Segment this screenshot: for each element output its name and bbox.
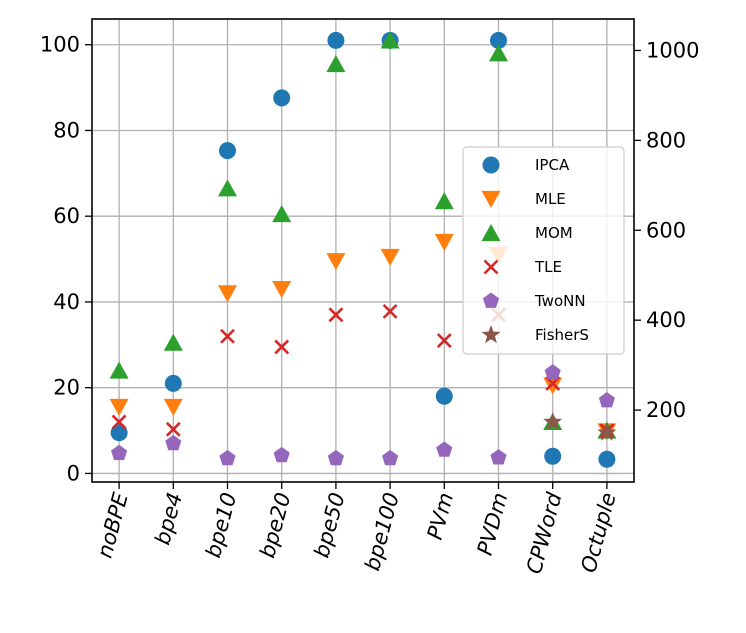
data-point-ipca [164, 374, 182, 392]
data-point-mom [272, 205, 292, 223]
data-point-mom [434, 192, 454, 210]
x-tick-label: CPWord [522, 489, 567, 576]
data-point-tle [165, 421, 181, 437]
y-tick-label: 100 [40, 33, 80, 57]
series-fishers [543, 411, 617, 441]
data-point-mom [109, 361, 129, 379]
y-axis-left: 0 20 40 60 80 100 [40, 33, 92, 485]
data-point-ipca [544, 447, 562, 465]
data-point-twonn [382, 449, 399, 466]
x-tick-label: bpe20 [255, 490, 295, 560]
legend: IPCA MLE MOM TLE TwoNN FisherS [462, 146, 625, 355]
y2-tick-label: 800 [646, 128, 686, 152]
plot-frame [91, 18, 635, 483]
x-tick-label: bpe50 [309, 490, 349, 560]
legend-box [462, 146, 625, 355]
legend-label: FisherS [535, 326, 589, 344]
legend-label: MOM [535, 224, 573, 242]
data-point-tle [436, 333, 452, 348]
data-point-tle [382, 303, 398, 319]
data-point-mle [326, 253, 346, 271]
legend-label: TwoNN [534, 292, 586, 310]
data-point-twonn [219, 449, 236, 466]
y-tick-label: 40 [53, 290, 80, 314]
data-point-mom [163, 333, 183, 351]
y-tick-label: 20 [53, 376, 80, 400]
data-point-ipca [490, 31, 507, 49]
y2-tick-label: 200 [646, 398, 686, 422]
data-point-mle [543, 377, 563, 395]
legend-label: MLE [535, 190, 566, 208]
data-point-ipca [327, 31, 345, 49]
data-point-ipca [273, 89, 291, 107]
legend-marker-ipca [482, 156, 500, 174]
data-point-mom [326, 54, 346, 73]
y-tick-label: 80 [53, 118, 80, 142]
y-axis-right: 200 400 600 800 1000 [634, 38, 699, 422]
series-twonn [111, 364, 615, 466]
data-point-ipca [435, 387, 453, 405]
x-axis: noBPE bpe4 bpe10 bpe20 bpe50 bpe100 PVm PVDm CPW… [93, 482, 621, 576]
data-point-mle [109, 398, 129, 417]
x-tick-label: bpe4 [150, 490, 187, 547]
y2-tick-label: 400 [646, 308, 686, 332]
data-point-mle [218, 285, 237, 303]
data-point-ipca [110, 424, 128, 442]
data-point-mle [380, 248, 400, 266]
data-point-twonn [165, 434, 182, 451]
y-tick-label: 60 [53, 204, 80, 228]
data-point-tle [274, 339, 290, 355]
legend-marker-tle [483, 259, 499, 275]
data-point-tle [328, 307, 344, 323]
x-tick-label: noBPE [93, 489, 134, 560]
data-point-fishers [597, 422, 617, 441]
data-point-twonn [273, 446, 290, 463]
data-point-fishers [543, 411, 563, 431]
legend-label: TLE [534, 258, 562, 276]
data-point-tle [111, 414, 127, 430]
data-point-twonn [490, 449, 507, 465]
data-point-twonn [598, 392, 615, 408]
data-point-twonn [436, 441, 453, 457]
data-point-tle [220, 328, 235, 344]
y2-tick-label: 600 [646, 218, 686, 242]
data-point-mom [218, 179, 237, 197]
data-marks [109, 31, 617, 468]
data-point-ipca [598, 450, 616, 468]
data-point-ipca [219, 142, 236, 160]
y-tick-label: 0 [67, 461, 80, 485]
x-tick-label: PVm [423, 490, 458, 542]
data-point-mle [272, 281, 292, 299]
legend-marker-twonn [482, 292, 500, 308]
data-point-twonn [327, 449, 344, 466]
x-tick-label: Octuple [576, 490, 620, 575]
x-tick-label: bpe100 [360, 490, 404, 573]
legend-label: IPCA [535, 156, 570, 174]
y2-tick-label: 1000 [646, 38, 699, 62]
data-point-mom [489, 44, 508, 62]
data-point-mle [163, 398, 183, 417]
data-point-mom [380, 31, 400, 49]
x-tick-label: PVDm [473, 490, 513, 558]
data-point-twonn [544, 364, 561, 380]
legend-marker-fishers [481, 325, 501, 344]
data-point-mle [434, 233, 454, 251]
legend-marker-mle [481, 190, 501, 209]
series-mle [109, 233, 617, 441]
legend-marker-mom [481, 223, 501, 242]
x-tick-label: bpe10 [201, 490, 241, 560]
data-point-twonn [111, 444, 128, 461]
